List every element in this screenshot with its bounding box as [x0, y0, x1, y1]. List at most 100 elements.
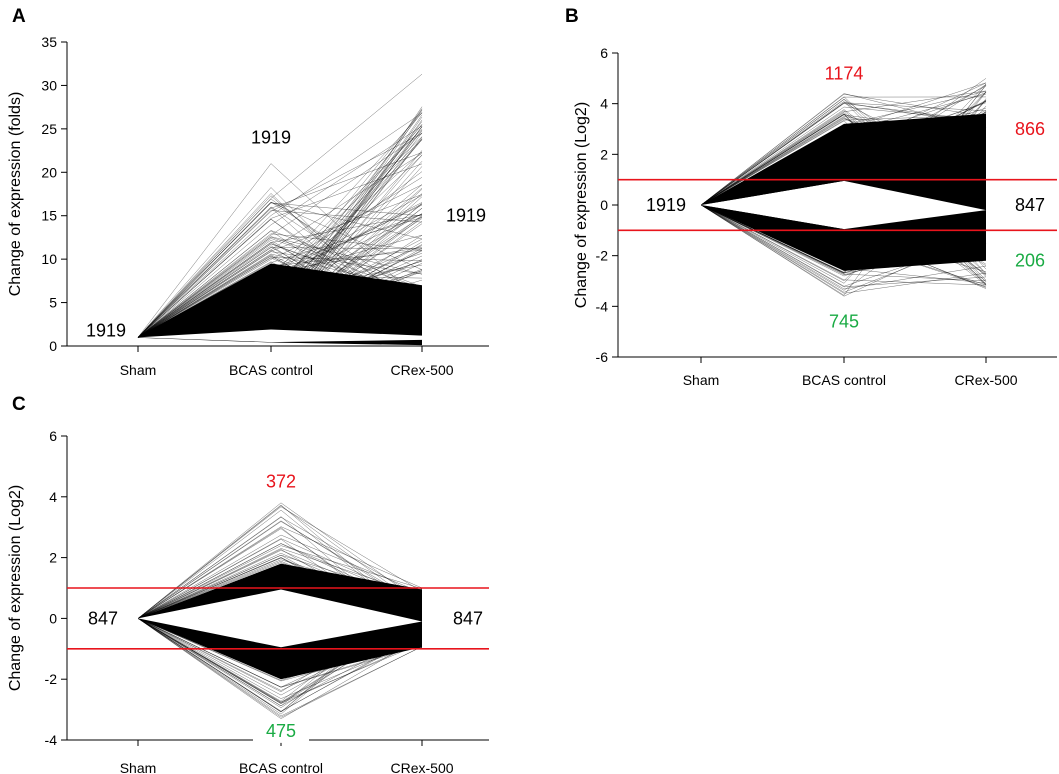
gene-line: [137, 545, 423, 619]
gene-line: [137, 184, 423, 338]
count-label: 1174: [825, 63, 864, 83]
x-tick-label: CRex-500: [390, 362, 453, 378]
gene-line: [137, 618, 423, 717]
gene-line: [700, 96, 987, 206]
y-tick-label: 2: [49, 550, 57, 566]
count-label: 1919: [646, 195, 686, 215]
count-label-bg: [1002, 248, 1058, 273]
panel-b: B -6 -4 -2 0 2 4 6 Change of expression (Log2) S…: [565, 6, 1058, 388]
count-label: 745: [829, 312, 859, 332]
gene-line: [137, 112, 423, 338]
y-tick-label: -4: [596, 298, 609, 314]
panel-c: C -4 -2 0 2 4 6 Change of expression (Log2) Sha…: [7, 394, 496, 774]
y-tick-label: 25: [41, 121, 57, 137]
gene-lines: [700, 78, 987, 297]
y-tick-label: 0: [49, 338, 57, 354]
panel-a: A 0 5 10 15 20 25 30 35 Change of expression (fo…: [7, 6, 494, 378]
gene-line: [137, 618, 423, 718]
count-label: 847: [88, 608, 118, 628]
count-label-bg: [1002, 193, 1058, 217]
y-axis-label: Change of expression (folds): [7, 92, 24, 297]
y-tick-label: -6: [596, 349, 609, 365]
panel-label: A: [12, 6, 26, 27]
gene-line: [137, 206, 423, 338]
count-label-bg: [253, 718, 309, 743]
count-label-bg: [816, 309, 872, 334]
gene-line: [137, 618, 423, 720]
gap-region: [138, 329, 422, 343]
gene-line: [700, 106, 987, 206]
count-label: 1919: [86, 320, 126, 340]
x-tick-label: Sham: [120, 362, 157, 378]
y-tick-label: -2: [45, 671, 58, 687]
x-tick-label: BCAS control: [229, 362, 313, 378]
y-tick-label: 0: [49, 610, 57, 626]
y-axis-label: Change of expression (Log2): [573, 102, 590, 308]
panel-label: B: [565, 6, 579, 27]
dense-band: [138, 263, 422, 346]
count-label-bg: [440, 606, 496, 631]
count-label: 847: [1015, 195, 1045, 215]
gene-line: [137, 125, 423, 338]
gene-line: [700, 102, 987, 206]
y-tick-label: 20: [41, 164, 57, 180]
count-label-bg: [438, 203, 494, 228]
gene-line: [137, 505, 423, 619]
gene-lines: [137, 502, 423, 720]
x-tick-label: Sham: [120, 760, 157, 774]
y-tick-label: -2: [596, 248, 609, 264]
count-label-bg: [638, 193, 694, 217]
count-label: 1919: [446, 206, 486, 226]
panel-label: C: [12, 394, 26, 415]
count-label-bg: [1002, 117, 1058, 141]
count-label: 847: [453, 608, 483, 628]
gene-line: [137, 548, 423, 619]
gap-region: [701, 180, 986, 230]
gene-line: [137, 194, 423, 338]
dense-band: [701, 205, 844, 232]
count-label: 206: [1015, 251, 1045, 271]
y-tick-label: 6: [49, 428, 57, 444]
gene-line: [137, 73, 423, 338]
gene-line: [137, 214, 423, 338]
gene-line: [137, 247, 423, 338]
count-label-bg: [75, 606, 131, 631]
gene-line: [137, 516, 423, 619]
gene-line: [700, 90, 987, 206]
gene-line: [137, 163, 423, 338]
gene-line: [137, 618, 423, 699]
gene-line: [137, 502, 423, 619]
count-label-bg: [253, 469, 309, 494]
gene-line: [137, 521, 423, 619]
y-tick-label: 10: [41, 251, 57, 267]
y-tick-label: 4: [49, 489, 57, 505]
y-tick-label: 0: [600, 197, 608, 213]
y-axis-label: Change of expression (Log2): [7, 485, 24, 691]
x-tick-label: CRex-500: [390, 760, 453, 774]
y-tick-label: -4: [45, 732, 58, 748]
x-tick-label: BCAS control: [802, 372, 886, 388]
count-label: 1919: [251, 128, 291, 148]
y-tick-label: 35: [41, 34, 57, 50]
x-tick-label: Sham: [683, 372, 720, 388]
count-label: 372: [266, 472, 296, 492]
gene-lines: [137, 73, 423, 346]
x-tick-label: CRex-500: [954, 372, 1017, 388]
gene-line: [700, 114, 987, 206]
gene-line: [137, 132, 423, 338]
dense-band: [701, 178, 844, 205]
y-tick-label: 30: [41, 77, 57, 93]
y-tick-label: 6: [600, 45, 608, 61]
gene-line: [137, 201, 423, 338]
gene-line: [700, 204, 987, 290]
y-tick-label: 15: [41, 208, 57, 224]
y-tick-label: 4: [600, 96, 608, 112]
gene-line: [137, 506, 423, 619]
gap-region: [138, 589, 422, 648]
gene-line: [700, 204, 987, 294]
y-tick-label: 5: [49, 295, 57, 311]
x-tick-label: BCAS control: [239, 760, 323, 774]
gene-line: [137, 152, 423, 338]
gene-line: [137, 233, 423, 338]
